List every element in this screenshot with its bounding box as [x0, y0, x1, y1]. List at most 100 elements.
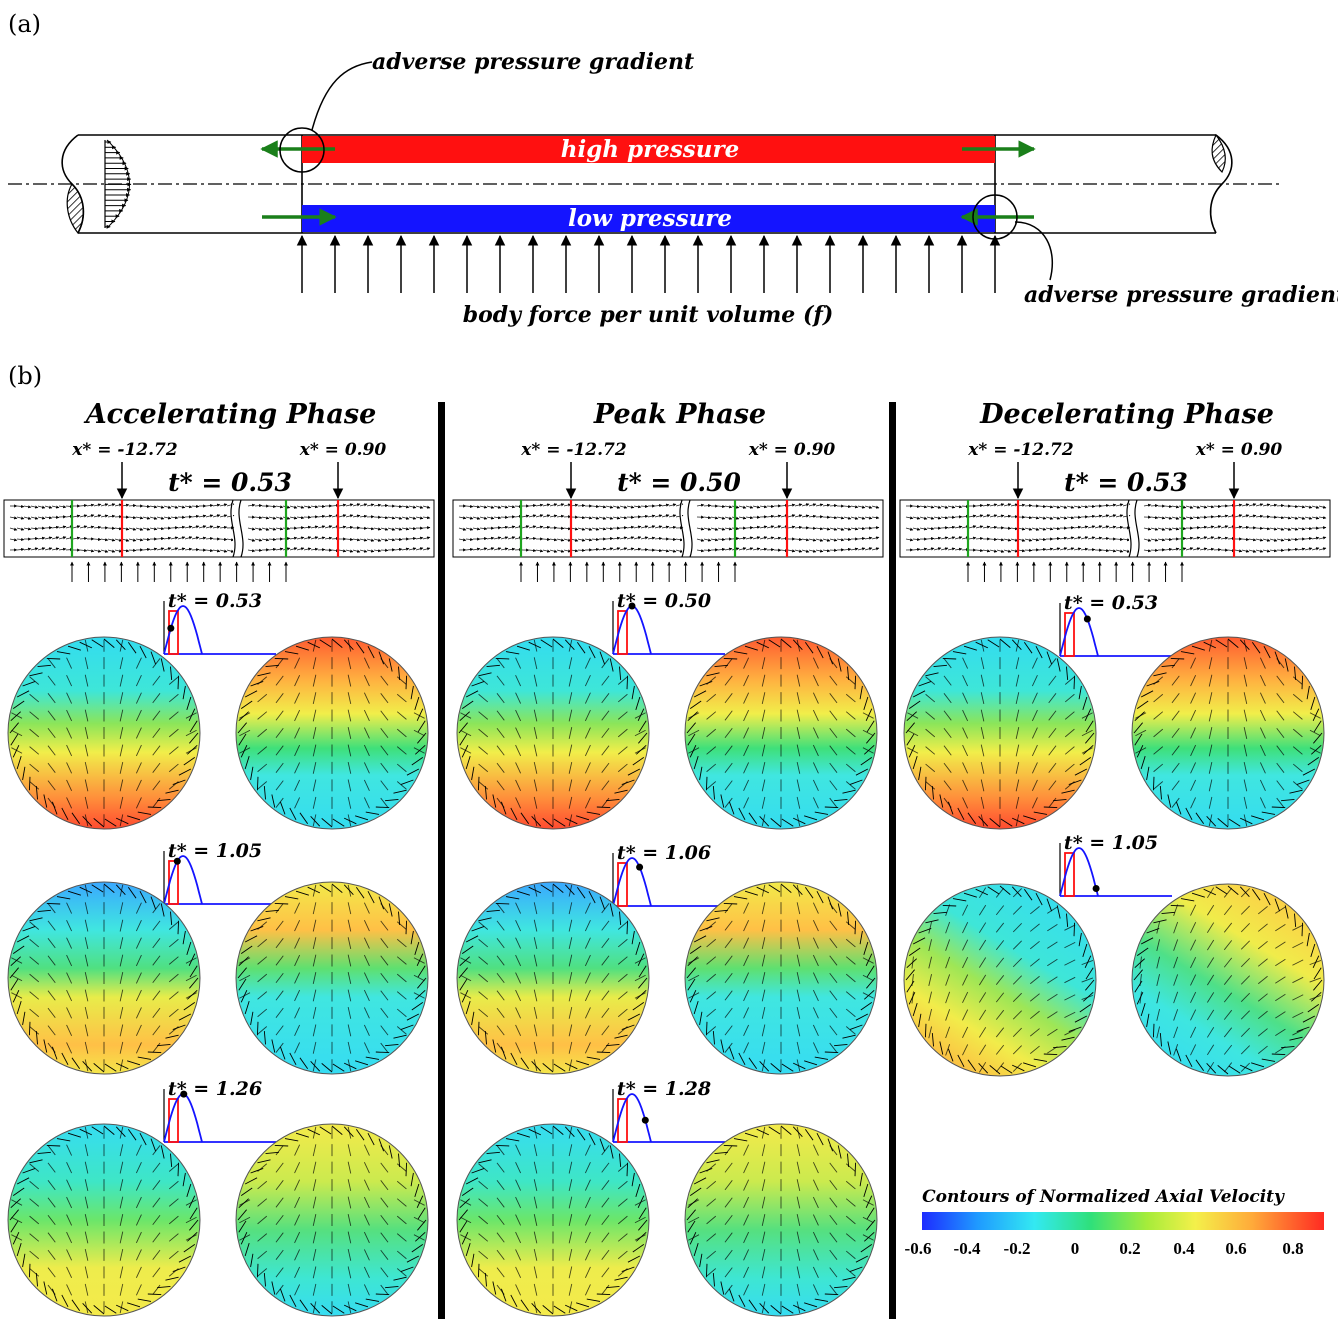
- rim-vector: [706, 777, 707, 790]
- colorbar-ramp: [922, 1212, 1324, 1230]
- rim-vector: [47, 1145, 60, 1146]
- snapshot-row-2: t* = 1.05: [904, 832, 1324, 1076]
- rim-vector: [943, 905, 956, 906]
- colorbar-tick-label: 0.8: [1282, 1239, 1303, 1258]
- row-time-label: t* = 1.28: [617, 1078, 711, 1100]
- rim-vector: [148, 1294, 161, 1295]
- rim-vector: [1272, 1054, 1285, 1055]
- panel-b-label: (b): [8, 362, 42, 390]
- strip-vector: [1319, 527, 1326, 528]
- panel-b: Accelerating Phase x* = -12.72 x* = 0.90 t*…: [4, 399, 1330, 1316]
- strip-vector: [129, 550, 136, 551]
- pipe-end-left: [67, 184, 83, 233]
- strip-vector: [1025, 550, 1032, 551]
- colorbar-tick-label: -0.2: [1004, 1239, 1031, 1258]
- strip-vector: [872, 527, 879, 528]
- strip-vector: [578, 550, 585, 551]
- snapshot-row-3: t* = 1.28: [457, 1078, 877, 1316]
- rim-vector: [496, 903, 509, 904]
- low-pressure-label: low pressure: [568, 205, 732, 232]
- rim-vector: [597, 1052, 610, 1053]
- pulse-marker: [642, 1117, 649, 1124]
- rim-vector: [943, 658, 956, 659]
- adverse-label-bottom: adverse pressure gradient: [1024, 282, 1338, 308]
- column-divider-2: [889, 402, 896, 1319]
- t-main-label: t* = 0.53: [168, 468, 292, 497]
- rim-vector: [597, 807, 610, 808]
- body-force-label: body force per unit volume (f): [463, 302, 834, 328]
- panel-a-label: (a): [8, 10, 41, 38]
- rim-vector: [724, 658, 737, 659]
- phase-title: Decelerating Phase: [979, 399, 1274, 430]
- phase-title: Accelerating Phase: [83, 399, 377, 430]
- rim-vector: [148, 1052, 161, 1053]
- rim-vector: [275, 1145, 288, 1146]
- rim-vector: [855, 921, 856, 934]
- colorbar-tick-label: -0.6: [905, 1239, 932, 1258]
- colorbar-tick-label: 0.2: [1119, 1239, 1140, 1258]
- rim-vector: [29, 1264, 30, 1277]
- colorbar-tick-label: 0: [1071, 1239, 1080, 1258]
- rim-vector: [1044, 1054, 1057, 1055]
- t-main-label: t* = 0.53: [1064, 468, 1188, 497]
- rim-vector: [406, 1163, 407, 1176]
- rim-vector: [825, 1294, 838, 1295]
- rim-vector: [627, 676, 628, 689]
- t-main-label: t* = 0.50: [617, 468, 741, 497]
- row-time-label: t* = 0.53: [168, 590, 262, 612]
- rim-vector: [178, 676, 179, 689]
- column-divider-1: [438, 402, 445, 1319]
- rim-vector: [257, 1264, 258, 1277]
- rim-vector: [178, 1163, 179, 1176]
- x-left-label: x* = -12.72: [967, 440, 1074, 460]
- rim-vector: [496, 1145, 509, 1146]
- rim-vector: [178, 921, 179, 934]
- rim-vector: [406, 921, 407, 934]
- x-right-label: x* = 0.90: [1195, 440, 1283, 460]
- snapshot-row-2: t* = 1.05: [8, 840, 428, 1074]
- rim-vector: [1153, 1024, 1154, 1037]
- x-right-label: x* = 0.90: [748, 440, 836, 460]
- pipe-strip: [900, 500, 1330, 582]
- x-right-label: x* = 0.90: [299, 440, 387, 460]
- rim-vector: [825, 1052, 838, 1053]
- rim-vector: [855, 1163, 856, 1176]
- colorbar-tick-label: 0.6: [1225, 1239, 1246, 1258]
- panel-a: (a) high pressure low pressure: [8, 10, 1338, 328]
- pipe-strip: [4, 500, 434, 582]
- pulse-marker: [167, 625, 174, 632]
- high-pressure-label: high pressure: [561, 136, 739, 163]
- rim-vector: [47, 903, 60, 904]
- strip-vector: [255, 550, 262, 551]
- column-3: Decelerating Phase x* = -12.72 x* = 0.90 t*…: [900, 399, 1330, 1076]
- rim-vector: [275, 903, 288, 904]
- rim-vector: [1302, 676, 1303, 689]
- colorbar-tick-label: 0.4: [1173, 1239, 1195, 1258]
- rim-vector: [47, 658, 60, 659]
- strip-vector: [704, 550, 711, 551]
- inlet-velocity-profile: [105, 140, 131, 228]
- row-time-label: t* = 1.06: [617, 842, 711, 864]
- rim-vector: [1074, 923, 1075, 936]
- rim-vector: [496, 658, 509, 659]
- strip-vector: [423, 527, 430, 528]
- snapshot-row-3: t* = 1.26: [8, 1078, 428, 1316]
- adverse-label-top: adverse pressure gradient: [372, 49, 694, 75]
- colorbar-title: Contours of Normalized Axial Velocity: [922, 1187, 1285, 1207]
- rim-vector: [1074, 676, 1075, 689]
- x-left-label: x* = -12.72: [520, 440, 627, 460]
- rim-vector: [257, 777, 258, 790]
- snapshot-row-1: t* = 0.50: [457, 590, 877, 829]
- rim-vector: [724, 903, 737, 904]
- rim-vector: [1171, 905, 1184, 906]
- rim-vector: [406, 676, 407, 689]
- row-time-label: t* = 0.53: [1064, 592, 1158, 614]
- rim-vector: [925, 1024, 926, 1037]
- rim-vector: [148, 807, 161, 808]
- rim-vector: [1044, 807, 1057, 808]
- rim-vector: [1171, 658, 1184, 659]
- rim-vector: [627, 921, 628, 934]
